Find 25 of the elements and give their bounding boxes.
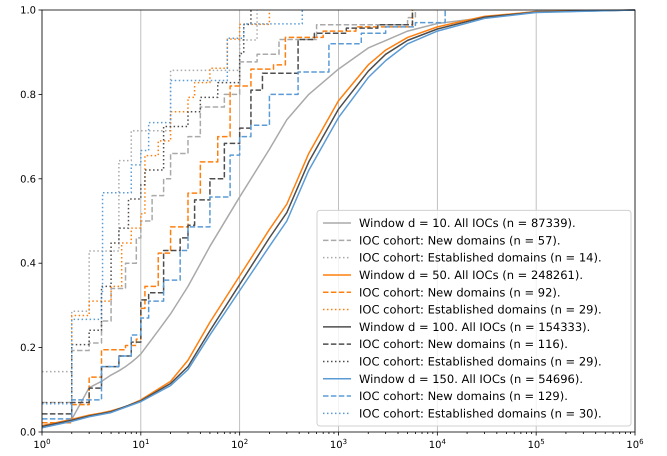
legend-label: IOC cohort: New domains (n = 92). [359,285,561,300]
legend-label: Window d = 150. All IOCs (n = 54696). [359,372,583,386]
x-tick-label: 10$^{6}$ [626,438,644,451]
legend-label: Window d = 50. All IOCs (n = 248261). [359,268,583,282]
x-tick-label: 10$^{1}$ [132,438,150,451]
legend-label: IOC cohort: Established domains (n = 29). [359,302,602,317]
x-tick-label: 10$^{2}$ [231,438,248,451]
legend-label: IOC cohort: Established domains (n = 30). [359,406,602,420]
x-tick-label: 10$^{4}$ [428,438,446,451]
y-tick-label: 0.0 [20,428,36,438]
y-tick-label: 0.6 [20,174,36,186]
y-tick-label: 1.0 [20,6,36,16]
y-tick-label: 0.2 [20,343,36,354]
x-tick-label: 10$^{0}$ [33,438,51,451]
legend-label: Window d = 100. All IOCs (n = 154333). [359,320,590,334]
legend-label: IOC cohort: Established domains (n = 14). [359,250,602,265]
y-tick-label: 0.8 [20,90,36,101]
legend-label: IOC cohort: New domains (n = 116). [359,337,568,352]
legend-label: Window d = 10. All IOCs (n = 87339). [359,216,576,230]
legend-label: IOC cohort: New domains (n = 129). [359,389,568,404]
x-tick-label: 10$^{5}$ [528,438,545,451]
legend-label: IOC cohort: Established domains (n = 29). [359,354,602,368]
x-tick-label: 10$^{3}$ [330,438,348,451]
y-tick-label: 0.4 [20,258,36,270]
legend-label: IOC cohort: New domains (n = 57). [359,233,561,248]
